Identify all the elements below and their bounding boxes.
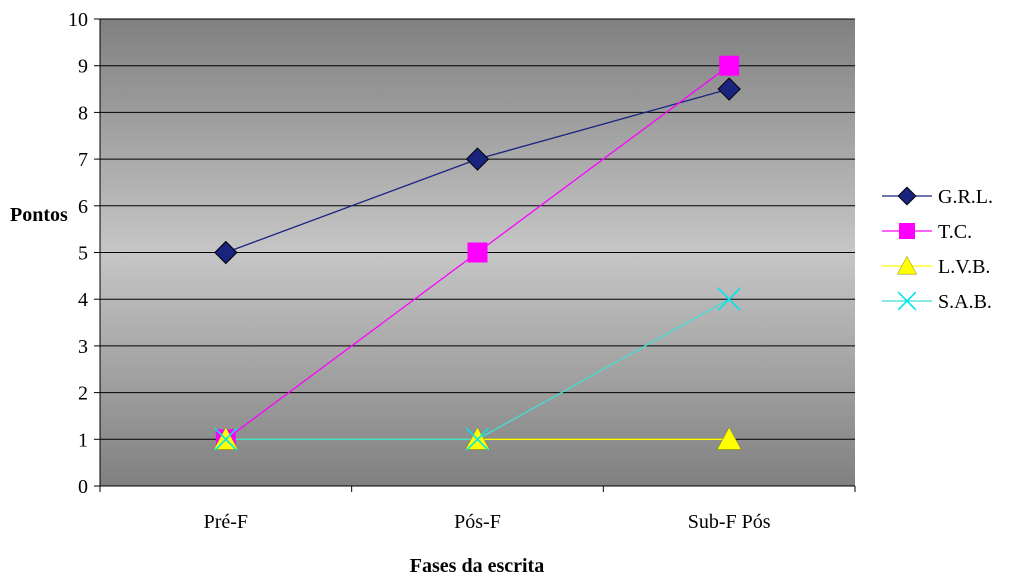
marker-square bbox=[467, 242, 488, 263]
gridlines bbox=[100, 18, 855, 440]
marker-diamond bbox=[717, 77, 741, 101]
y-tick-label: 2 bbox=[78, 383, 88, 405]
legend-label: L.V.B. bbox=[938, 256, 990, 278]
series-markers bbox=[213, 55, 742, 451]
y-tick-label: 10 bbox=[68, 9, 88, 31]
x-tick-label: Pré-F bbox=[204, 511, 248, 533]
y-tick-label: 8 bbox=[78, 102, 88, 124]
marker-triangle bbox=[896, 255, 918, 275]
marker-diamond bbox=[214, 240, 238, 265]
marker-square bbox=[719, 55, 740, 76]
legend-item: L.V.B. bbox=[882, 255, 990, 278]
legend-label: S.A.B. bbox=[938, 291, 992, 313]
x-axis-title: Fases da escrita bbox=[410, 555, 544, 577]
y-tick-label: 1 bbox=[78, 429, 88, 451]
y-tick-label: 6 bbox=[78, 196, 88, 218]
legend: G.R.L. T.C. L.V.B. S.A.B. bbox=[882, 186, 993, 313]
x-tick-label: Pós-F bbox=[454, 511, 501, 533]
x-tick-label: Sub-F Pós bbox=[688, 511, 771, 533]
axes bbox=[94, 18, 856, 492]
marker-x bbox=[214, 427, 238, 451]
marker-x-stroke bbox=[897, 291, 917, 311]
y-tick-label: 7 bbox=[78, 149, 88, 171]
legend-item: T.C. bbox=[882, 221, 972, 243]
legend-item: G.R.L. bbox=[882, 186, 993, 208]
y-tick-label: 5 bbox=[78, 243, 88, 265]
x-tick-labels: Pré-F Pós-F Sub-F Pós bbox=[204, 511, 771, 533]
y-tick-labels: 0 1 2 3 4 5 6 7 8 9 10 bbox=[68, 9, 88, 498]
marker-x-stroke bbox=[717, 287, 741, 311]
y-tick-label: 4 bbox=[78, 289, 88, 311]
legend-item: S.A.B. bbox=[882, 291, 992, 313]
marker-x bbox=[717, 287, 741, 311]
legend-label: T.C. bbox=[938, 221, 972, 243]
marker-triangle bbox=[716, 426, 742, 450]
marker-x-stroke bbox=[465, 427, 490, 451]
marker-diamond bbox=[465, 147, 490, 171]
y-tick-label: 9 bbox=[78, 56, 88, 78]
marker-x bbox=[897, 291, 917, 311]
y-tick-label: 0 bbox=[78, 476, 88, 498]
legend-label: G.R.L. bbox=[938, 186, 993, 208]
y-axis-title: Pontos bbox=[10, 204, 68, 226]
marker-x-stroke bbox=[214, 427, 238, 451]
marker-diamond bbox=[897, 186, 917, 206]
marker-x bbox=[465, 427, 490, 451]
marker-square bbox=[899, 223, 915, 239]
y-tick-label: 3 bbox=[78, 336, 88, 358]
